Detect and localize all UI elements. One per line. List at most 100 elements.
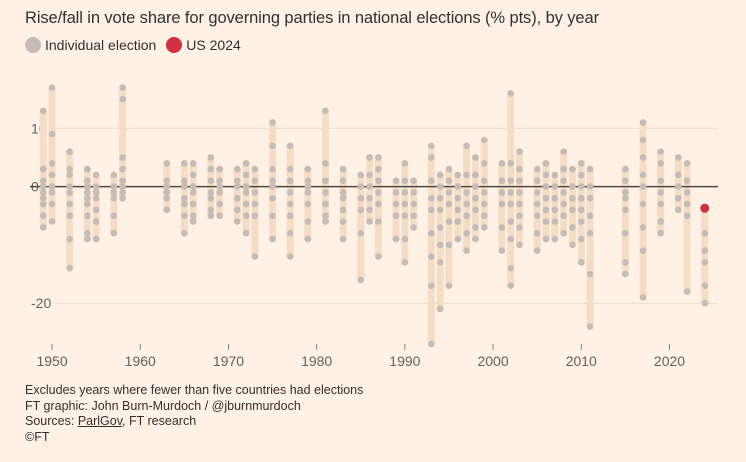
x-tick-label: 2020 — [654, 353, 685, 369]
election-point — [207, 177, 215, 185]
election-point — [533, 200, 541, 208]
election-point — [39, 224, 47, 231]
election-point — [683, 177, 691, 185]
election-point — [480, 212, 488, 220]
election-point — [39, 107, 47, 115]
election-point — [189, 189, 197, 196]
election-point — [516, 241, 523, 249]
election-point — [269, 165, 276, 173]
election-point — [366, 183, 373, 190]
election-point — [251, 177, 259, 185]
election-point — [472, 206, 479, 214]
election-point — [586, 270, 594, 278]
election-point — [463, 200, 470, 208]
election-point — [66, 200, 73, 208]
election-point — [577, 183, 585, 190]
election-point — [480, 136, 488, 144]
parlgov-link[interactable]: ParlGov — [77, 414, 123, 428]
election-point — [39, 200, 47, 208]
election-point — [507, 159, 515, 167]
election-point — [701, 247, 709, 255]
election-point — [454, 183, 462, 190]
election-point — [189, 171, 197, 179]
election-point — [233, 177, 241, 185]
election-point — [375, 177, 382, 185]
election-point — [48, 200, 56, 208]
election-point — [577, 235, 585, 243]
election-point — [66, 183, 73, 190]
election-point — [286, 200, 294, 208]
election-point — [163, 177, 171, 185]
election-point — [560, 229, 567, 237]
election-point — [428, 194, 435, 202]
election-point — [110, 183, 118, 190]
election-point — [639, 183, 647, 190]
election-point — [251, 200, 259, 208]
election-point — [533, 212, 541, 220]
election-point — [269, 142, 276, 150]
election-point — [322, 212, 329, 220]
election-point — [436, 224, 444, 231]
election-point — [463, 189, 470, 196]
election-point — [410, 200, 417, 208]
election-point — [304, 165, 312, 173]
election-point — [375, 200, 382, 208]
election-point — [119, 194, 126, 202]
election-point — [463, 247, 470, 255]
election-point — [639, 136, 647, 144]
election-point — [181, 159, 188, 167]
election-point — [675, 154, 682, 161]
election-point — [322, 189, 329, 196]
election-point — [507, 235, 515, 243]
election-point — [48, 159, 56, 167]
election-point — [269, 177, 276, 185]
election-point — [366, 171, 373, 179]
election-point — [269, 212, 276, 220]
election-point — [48, 130, 56, 138]
election-point — [410, 189, 417, 196]
election-point — [92, 235, 100, 243]
election-point — [463, 212, 470, 220]
election-point — [39, 189, 47, 196]
election-point — [542, 183, 550, 190]
election-point — [472, 171, 479, 179]
election-point — [39, 183, 47, 190]
election-point — [401, 235, 409, 243]
election-point — [339, 189, 347, 196]
election-point — [110, 171, 118, 179]
election-point — [657, 229, 664, 237]
election-point — [436, 171, 444, 179]
election-point — [657, 200, 664, 208]
election-point — [516, 165, 523, 173]
election-point — [39, 165, 47, 173]
election-point — [242, 189, 250, 196]
election-point — [84, 200, 91, 208]
x-tick-label: 2000 — [477, 353, 508, 369]
range-bar-1997 — [463, 142, 471, 254]
election-point — [48, 218, 56, 225]
election-point — [516, 148, 523, 155]
election-point — [445, 189, 453, 196]
footer-copyright: ©FT — [25, 429, 50, 444]
election-point — [181, 229, 188, 237]
election-point — [304, 189, 312, 196]
election-point — [216, 189, 223, 196]
election-point — [498, 247, 506, 255]
election-point — [410, 212, 417, 220]
election-point — [207, 194, 215, 202]
chart-footer: Excludes years where fewer than five cou… — [25, 383, 363, 445]
election-point — [542, 171, 550, 179]
election-point — [436, 194, 444, 202]
election-point — [675, 206, 682, 214]
legend-label-us-2024: US 2024 — [186, 37, 241, 53]
election-point — [498, 177, 506, 185]
election-point — [392, 177, 400, 185]
election-point — [463, 229, 470, 237]
election-point — [498, 224, 506, 231]
election-point — [48, 84, 56, 91]
election-point — [701, 299, 709, 307]
election-point — [339, 165, 347, 173]
footer-sources: Sources: ParlGov, FT research — [25, 414, 363, 430]
election-point — [207, 212, 215, 220]
election-point — [683, 200, 691, 208]
